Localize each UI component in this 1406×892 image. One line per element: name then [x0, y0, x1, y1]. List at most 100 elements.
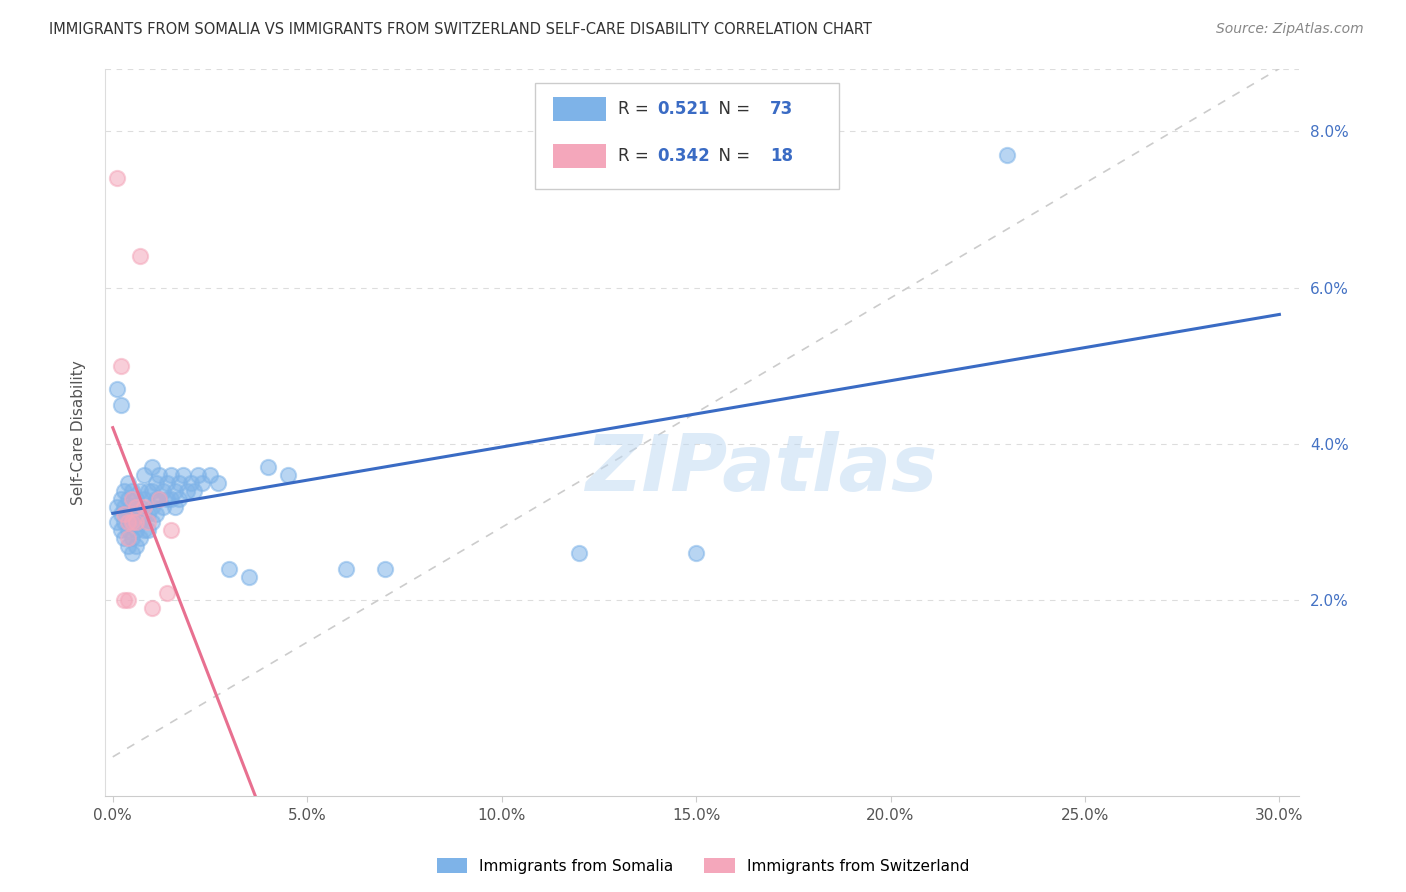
Point [105, 171, 128, 186]
Point [117, 515, 139, 529]
Point [110, 508, 132, 522]
Point [238, 570, 260, 584]
Text: 73: 73 [770, 100, 793, 118]
Point [207, 476, 229, 491]
Legend: Immigrants from Somalia, Immigrants from Switzerland: Immigrants from Somalia, Immigrants from… [430, 852, 976, 880]
Text: 18: 18 [770, 147, 793, 165]
Point [167, 491, 190, 506]
Point [218, 562, 240, 576]
Point [125, 508, 148, 522]
Point [191, 476, 214, 491]
Point [129, 483, 152, 498]
Point [129, 249, 152, 263]
Point [148, 468, 170, 483]
Point [257, 460, 280, 475]
Point [148, 491, 170, 506]
Point [160, 523, 183, 537]
Point [121, 531, 143, 545]
Point [129, 515, 152, 529]
Point [121, 515, 143, 529]
Point [114, 531, 136, 545]
Point [183, 483, 205, 498]
Point [176, 483, 198, 498]
Point [136, 515, 159, 529]
Point [105, 382, 128, 396]
FancyBboxPatch shape [534, 83, 839, 188]
Point [121, 491, 143, 506]
Point [374, 562, 396, 576]
Point [114, 515, 136, 529]
Point [132, 523, 155, 537]
Point [117, 531, 139, 545]
Point [156, 476, 179, 491]
FancyBboxPatch shape [553, 96, 606, 120]
Point [125, 523, 148, 537]
Point [125, 500, 148, 514]
Text: R =: R = [619, 100, 654, 118]
Point [132, 491, 155, 506]
Point [160, 491, 183, 506]
Text: N =: N = [707, 100, 755, 118]
Point [141, 515, 163, 529]
Point [110, 523, 132, 537]
Point [163, 483, 186, 498]
Point [568, 547, 591, 561]
Point [129, 531, 152, 545]
Point [163, 500, 186, 514]
Point [105, 500, 128, 514]
Point [145, 476, 167, 491]
FancyBboxPatch shape [553, 144, 606, 168]
Point [132, 468, 155, 483]
Point [121, 500, 143, 514]
Point [125, 500, 148, 514]
Point [141, 460, 163, 475]
Point [117, 593, 139, 607]
Point [110, 359, 132, 373]
Point [335, 562, 357, 576]
Text: IMMIGRANTS FROM SOMALIA VS IMMIGRANTS FROM SWITZERLAND SELF-CARE DISABILITY CORR: IMMIGRANTS FROM SOMALIA VS IMMIGRANTS FR… [49, 22, 872, 37]
Point [172, 468, 194, 483]
Point [125, 515, 148, 529]
Point [141, 500, 163, 514]
Text: 0.342: 0.342 [658, 147, 710, 165]
Point [136, 523, 159, 537]
Point [152, 500, 174, 514]
Point [121, 508, 143, 522]
Point [136, 508, 159, 522]
Point [995, 147, 1018, 161]
Point [160, 468, 183, 483]
Point [117, 508, 139, 522]
Text: Source: ZipAtlas.com: Source: ZipAtlas.com [1216, 22, 1364, 37]
Point [141, 483, 163, 498]
Point [125, 539, 148, 553]
Text: R =: R = [619, 147, 654, 165]
Point [132, 508, 155, 522]
Point [167, 476, 190, 491]
Point [141, 601, 163, 615]
Y-axis label: Self-Care Disability: Self-Care Disability [72, 359, 86, 505]
Point [114, 483, 136, 498]
Point [277, 468, 299, 483]
Text: 0.521: 0.521 [658, 100, 710, 118]
Point [685, 547, 707, 561]
Point [148, 491, 170, 506]
Point [110, 491, 132, 506]
Point [114, 508, 136, 522]
Point [117, 539, 139, 553]
Point [156, 491, 179, 506]
Text: ZIPatlas: ZIPatlas [585, 431, 938, 507]
Point [110, 398, 132, 412]
Point [121, 483, 143, 498]
Point [105, 515, 128, 529]
Point [180, 476, 202, 491]
Point [145, 491, 167, 506]
Point [117, 491, 139, 506]
Point [198, 468, 221, 483]
Point [145, 508, 167, 522]
Point [136, 483, 159, 498]
Point [114, 593, 136, 607]
Point [187, 468, 209, 483]
Point [121, 515, 143, 529]
Text: N =: N = [707, 147, 755, 165]
Point [156, 585, 179, 599]
